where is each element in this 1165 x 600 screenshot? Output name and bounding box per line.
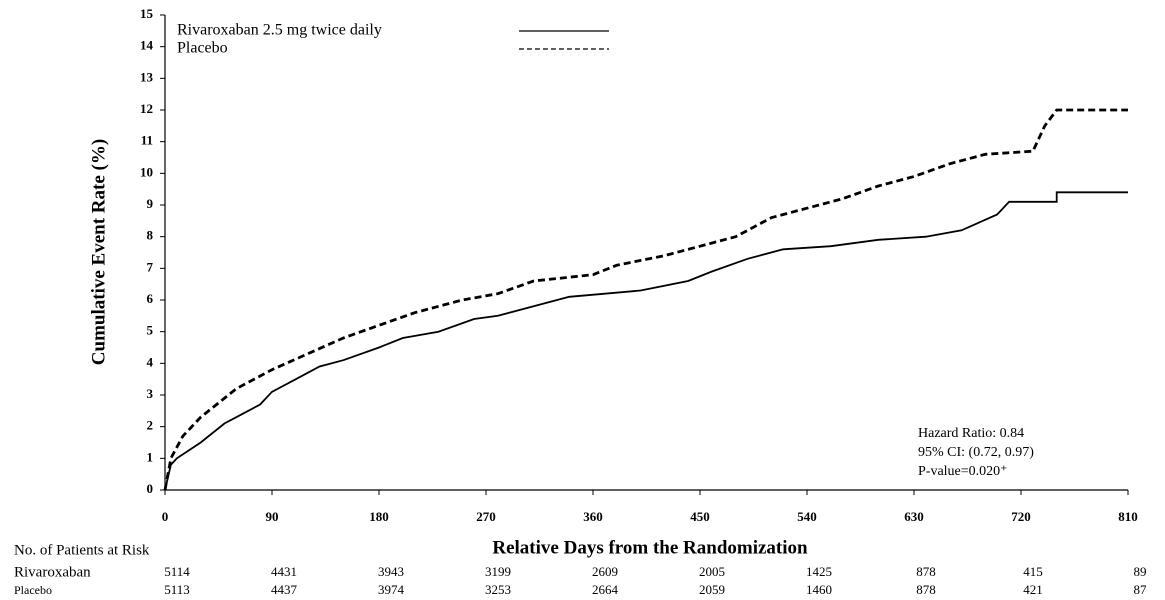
risk-value: 4437 (271, 582, 298, 597)
risk-value: 5114 (164, 564, 190, 579)
annotation: Hazard Ratio: 0.84 (918, 426, 1024, 441)
risk-row-label: Rivaroxaban (14, 564, 91, 580)
x-axis-title: Relative Days from the Randomization (492, 537, 808, 558)
y-tick-label: 0 (147, 481, 154, 496)
y-tick-label: 11 (141, 133, 153, 148)
risk-value: 1425 (806, 564, 832, 579)
series-line (163, 108, 1128, 491)
y-tick-label: 9 (147, 196, 154, 211)
risk-value: 2059 (699, 582, 725, 597)
risk-value: 415 (1023, 564, 1043, 579)
risk-value: 3974 (378, 582, 405, 597)
x-tick-label: 450 (690, 509, 710, 524)
x-tick-label: 540 (797, 509, 817, 524)
y-tick-label: 12 (140, 101, 153, 116)
legend-label: Placebo (177, 40, 228, 57)
risk-value: 3943 (378, 564, 404, 579)
x-tick-label: 360 (583, 509, 603, 524)
risk-value: 3199 (485, 564, 511, 579)
x-tick-label: 180 (369, 509, 389, 524)
y-tick-label: 4 (147, 354, 154, 369)
annotation: P-value=0.020⁺ (918, 464, 1008, 479)
risk-value: 2609 (592, 564, 618, 579)
y-tick-label: 3 (147, 386, 154, 401)
risk-row-label: Placebo (14, 583, 52, 597)
y-tick-label: 6 (147, 291, 154, 306)
y-tick-label: 5 (147, 323, 154, 338)
legend-label: Rivaroxaban 2.5 mg twice daily (177, 22, 382, 39)
x-tick-label: 0 (162, 509, 169, 524)
series-line (164, 191, 1128, 491)
risk-value: 2005 (699, 564, 725, 579)
risk-value: 878 (916, 582, 936, 597)
risk-table-title: No. of Patients at Risk (14, 542, 150, 558)
y-tick-label: 15 (140, 6, 154, 21)
x-tick-label: 90 (266, 509, 279, 524)
x-tick-label: 720 (1011, 509, 1031, 524)
y-tick-label: 14 (140, 38, 154, 53)
x-tick-label: 270 (476, 509, 496, 524)
x-tick-label: 810 (1118, 509, 1138, 524)
y-tick-label: 13 (140, 69, 154, 84)
y-tick-label: 8 (147, 228, 154, 243)
risk-value: 89 (1134, 564, 1147, 579)
y-tick-label: 2 (147, 418, 154, 433)
risk-value: 421 (1023, 582, 1043, 597)
risk-value: 87 (1134, 582, 1148, 597)
y-tick-label: 1 (147, 449, 154, 464)
y-tick-label: 7 (147, 259, 154, 274)
y-tick-label: 10 (140, 164, 153, 179)
y-axis-title: Cumulative Event Rate (%) (88, 139, 109, 365)
risk-value: 1460 (806, 582, 832, 597)
x-tick-label: 630 (904, 509, 924, 524)
risk-value: 4431 (271, 564, 297, 579)
risk-value: 5113 (164, 582, 190, 597)
risk-value: 3253 (485, 582, 511, 597)
risk-value: 2664 (592, 582, 619, 597)
annotation: 95% CI: (0.72, 0.97) (918, 445, 1034, 460)
risk-value: 878 (916, 564, 936, 579)
